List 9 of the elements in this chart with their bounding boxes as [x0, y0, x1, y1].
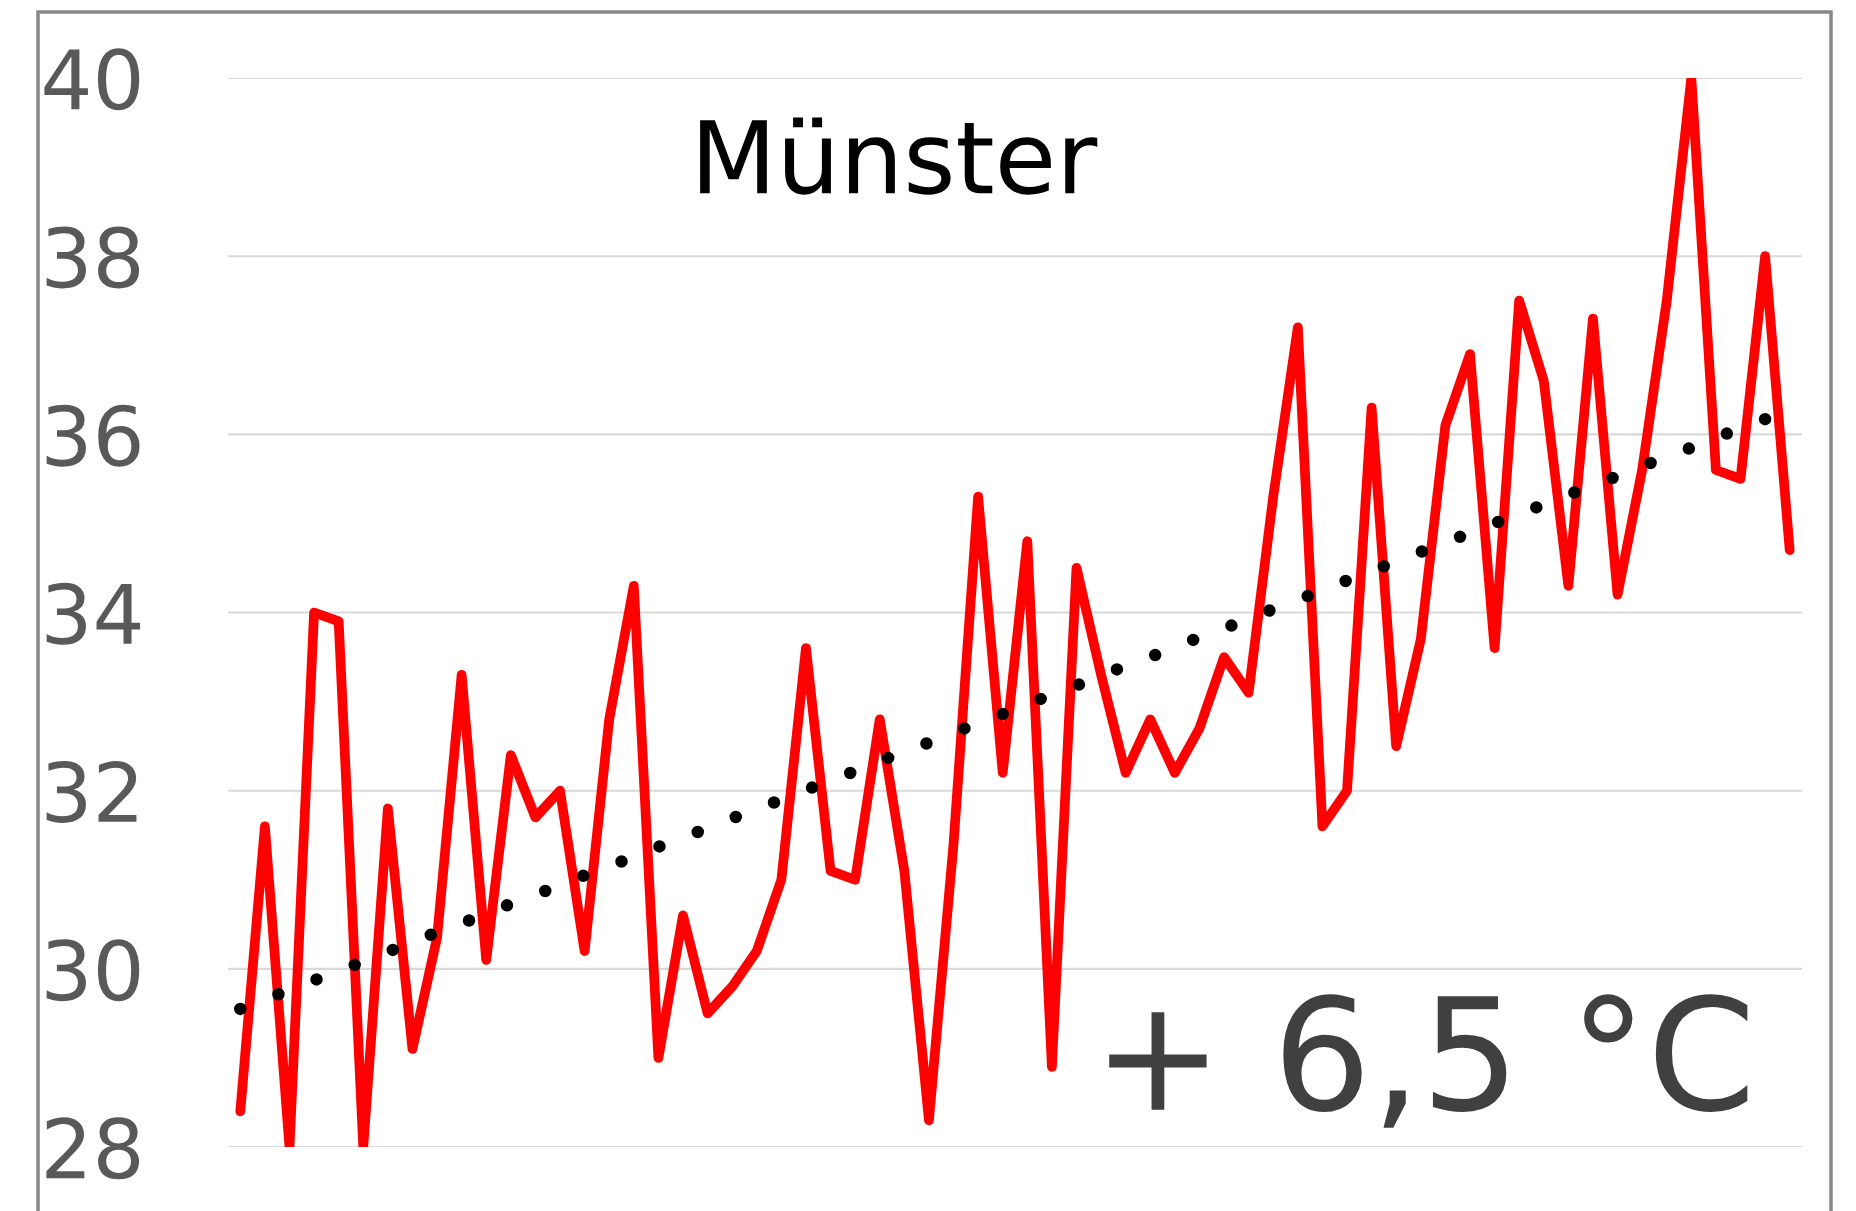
- y-tick-label: 32: [46, 760, 137, 823]
- chart-title: Münster: [700, 117, 1098, 195]
- y-tick-label: 36: [46, 404, 140, 467]
- y-tick-label: 38: [46, 226, 140, 289]
- annotation: + 6,5 °C: [1109, 994, 1748, 1128]
- y-tick-label: 28: [46, 1117, 140, 1180]
- y-tick-label: 30: [46, 939, 140, 1002]
- y-tick-label: 40: [44, 48, 140, 111]
- y-tick-label: 34: [46, 582, 141, 645]
